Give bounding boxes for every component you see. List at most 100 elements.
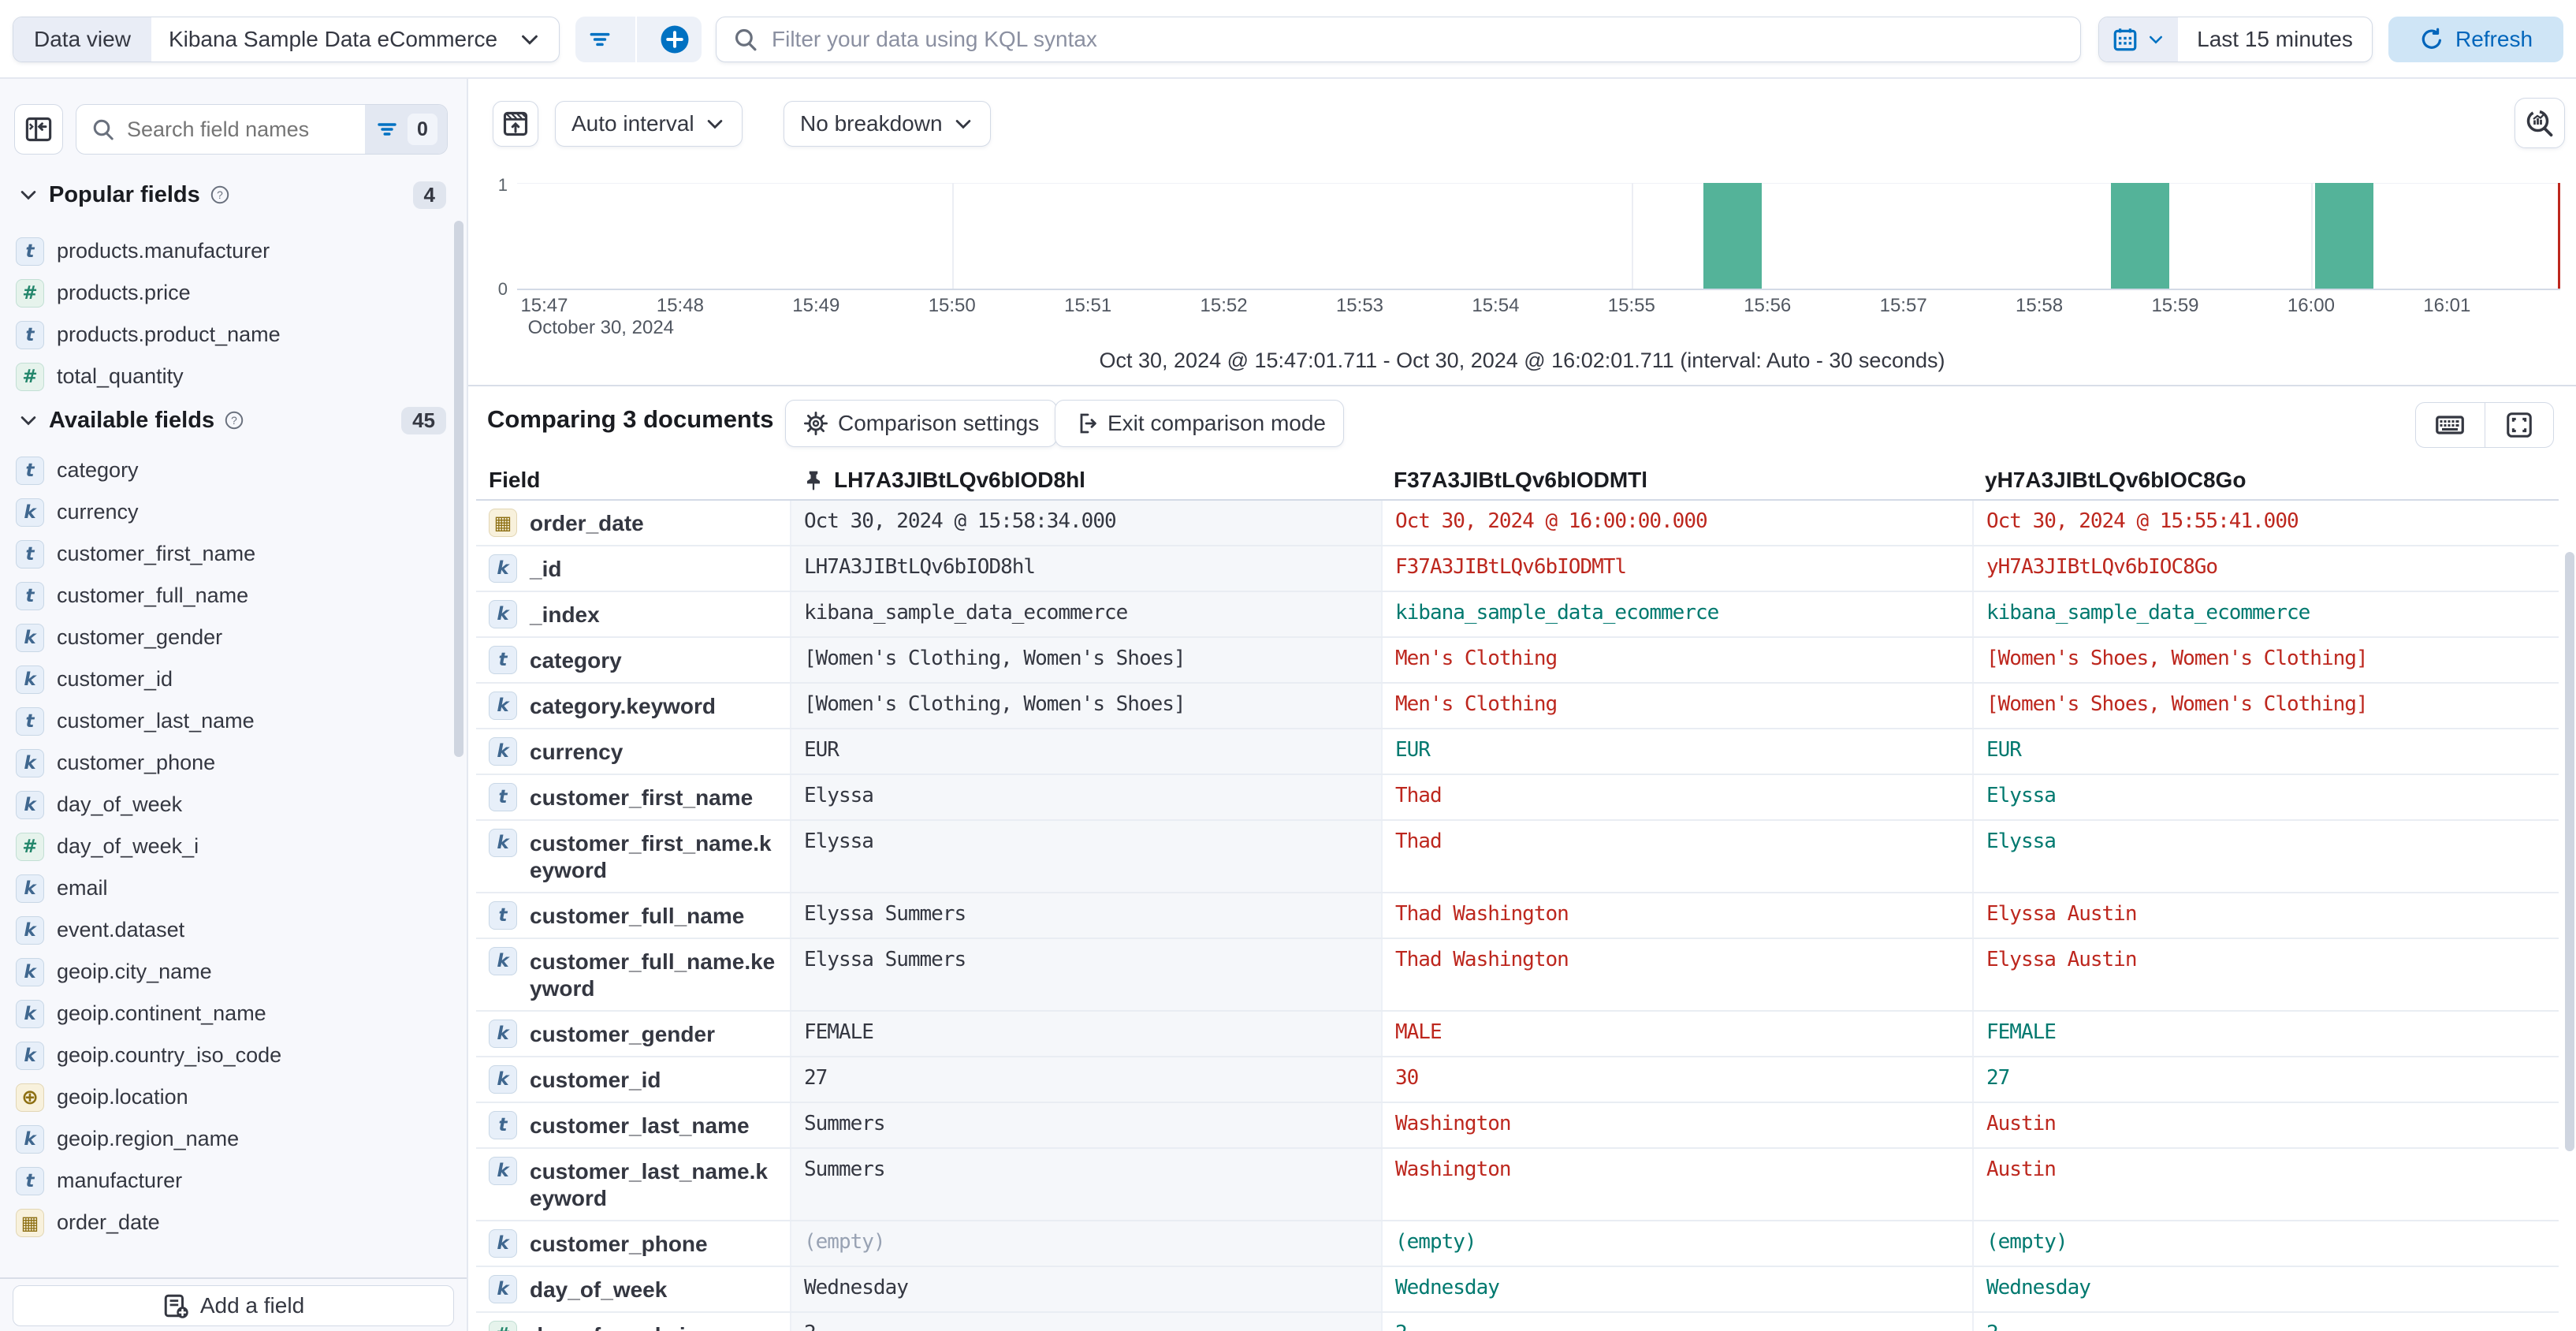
gear-icon xyxy=(804,412,828,436)
chevron-down-icon xyxy=(522,35,538,45)
chevron-down-icon xyxy=(20,416,36,426)
field-list-item[interactable]: currency xyxy=(0,491,451,533)
field-list-item[interactable]: category xyxy=(0,449,451,491)
field-type-icon xyxy=(16,1041,44,1070)
doc2-value-cell: F37A3JIBtLQv6bIODMTl xyxy=(1381,546,1972,591)
filter-controls xyxy=(575,17,702,62)
doc2-value-cell: Washington xyxy=(1381,1149,1972,1220)
pinned-doc-header[interactable]: LH7A3JIBtLQv6bIOD8hl xyxy=(790,461,1381,499)
popular-fields-header[interactable]: Popular fields ? 4 xyxy=(17,178,446,211)
pinned-value-cell: Wednesday xyxy=(790,1267,1381,1311)
doc2-value-cell: Men's Clothing xyxy=(1381,638,1972,682)
field-type-icon xyxy=(16,237,44,266)
kql-search-bar[interactable] xyxy=(716,17,2081,62)
field-type-icon xyxy=(489,737,517,766)
histogram-plot[interactable] xyxy=(517,183,2560,290)
fullscreen-button[interactable] xyxy=(2484,403,2554,447)
interval-dropdown[interactable]: Auto interval xyxy=(555,101,743,147)
table-row: _index kibana_sample_data_ecommerce kiba… xyxy=(476,592,2559,638)
field-type-icon xyxy=(489,1275,517,1303)
chevron-down-icon xyxy=(707,120,722,129)
pin-icon[interactable] xyxy=(802,469,825,491)
edit-visualization-button[interactable] xyxy=(2515,98,2565,148)
field-type-icon xyxy=(16,362,44,391)
field-cell: customer_last_name xyxy=(476,1103,790,1147)
collapse-sidebar-button[interactable] xyxy=(14,104,63,155)
field-filter-button[interactable]: 0 xyxy=(365,105,447,154)
time-picker-calendar[interactable] xyxy=(2099,17,2178,62)
x-axis-tick-label: 16:01 xyxy=(2423,295,2471,316)
field-list-item[interactable]: order_date xyxy=(0,1202,451,1243)
data-view-value[interactable]: Kibana Sample Data eCommerce xyxy=(151,27,559,52)
comparison-table-header: Field LH7A3JIBtLQv6bIOD8hl F37A3JIBtLQv6… xyxy=(476,461,2559,501)
field-list-item[interactable]: event.dataset xyxy=(0,909,451,951)
pinned-value-cell: EUR xyxy=(790,729,1381,774)
field-list-item[interactable]: customer_phone xyxy=(0,742,451,784)
field-cell: _id xyxy=(476,546,790,591)
histogram-bar[interactable] xyxy=(1703,183,1762,289)
comparison-settings-button[interactable]: Comparison settings xyxy=(785,400,1058,447)
filter-icon[interactable] xyxy=(586,26,613,53)
keyboard-shortcuts-button[interactable] xyxy=(2416,403,2485,447)
field-list-item[interactable]: customer_first_name xyxy=(0,533,451,575)
field-list-item[interactable]: products.product_name xyxy=(0,314,451,356)
kql-search-input[interactable] xyxy=(772,27,2064,52)
field-type-icon xyxy=(16,278,44,308)
available-fields-header[interactable]: Available fields ? 45 xyxy=(17,404,446,437)
collapse-panel-icon xyxy=(25,117,52,142)
fullscreen-icon xyxy=(2506,412,2532,438)
time-range-value[interactable]: Last 15 minutes xyxy=(2197,27,2353,51)
field-list-item[interactable]: customer_gender xyxy=(0,617,451,658)
x-axis-tick-label: 15:54 xyxy=(1472,295,1520,316)
field-search[interactable]: 0 xyxy=(76,104,448,155)
doc3-value-cell: Oct 30, 2024 @ 15:55:41.000 xyxy=(1972,501,2559,545)
breakdown-dropdown[interactable]: No breakdown xyxy=(784,101,991,147)
x-axis-tick-label: 15:57 xyxy=(1879,295,1927,316)
field-list-item[interactable]: manufacturer xyxy=(0,1160,451,1202)
doc3-value-cell: Wednesday xyxy=(1972,1267,2559,1311)
doc-header[interactable]: F37A3JIBtLQv6bIODMTl xyxy=(1394,468,1648,492)
field-cell: day_of_week_i xyxy=(476,1313,790,1331)
histogram-bar[interactable] xyxy=(2314,183,2373,289)
refresh-icon xyxy=(2422,28,2441,49)
chart-options-button[interactable] xyxy=(493,101,538,147)
field-search-input[interactable] xyxy=(127,117,365,142)
field-list-item[interactable]: total_quantity xyxy=(0,356,451,397)
popular-fields-count: 4 xyxy=(412,181,446,209)
field-type-icon xyxy=(16,1166,44,1195)
fields-sidebar: 0 Popular fields ? 4 products.manufactur… xyxy=(0,79,468,1331)
field-list-item[interactable]: email xyxy=(0,867,451,909)
y-axis-tick-0: 0 xyxy=(497,279,508,299)
doc3-value-cell: (empty) xyxy=(1972,1221,2559,1266)
field-type-icon xyxy=(489,1229,517,1258)
search-icon xyxy=(93,119,114,140)
field-list-item[interactable]: geoip.continent_name xyxy=(0,993,451,1035)
field-type-icon xyxy=(16,320,44,349)
field-list-item[interactable]: products.price xyxy=(0,272,451,314)
add-field-button[interactable]: Add a field xyxy=(13,1285,454,1326)
field-list-item[interactable]: customer_full_name xyxy=(0,575,451,617)
add-filter-icon[interactable] xyxy=(659,24,691,55)
sidebar-scrollbar[interactable] xyxy=(454,221,463,757)
data-view-switcher[interactable]: Data view Kibana Sample Data eCommerce xyxy=(13,17,560,62)
field-list-item[interactable]: customer_last_name xyxy=(0,700,451,742)
table-scrollbar[interactable] xyxy=(2565,552,2574,1151)
field-type-icon xyxy=(16,1124,44,1154)
field-list-item[interactable]: products.manufacturer xyxy=(0,230,451,272)
histogram-bar[interactable] xyxy=(2110,183,2170,289)
field-list-item[interactable]: day_of_week_i xyxy=(0,826,451,867)
table-row: customer_first_name Elyssa Thad Elyssa xyxy=(476,775,2559,821)
doc-header[interactable]: yH7A3JIBtLQv6bIOC8Go xyxy=(1985,468,2247,492)
field-cell: order_date xyxy=(476,501,790,545)
field-type-icon xyxy=(16,1083,44,1112)
field-list-item[interactable]: geoip.region_name xyxy=(0,1118,451,1160)
field-type-icon xyxy=(489,1321,517,1331)
field-list-item[interactable]: geoip.country_iso_code xyxy=(0,1035,451,1076)
field-list-item[interactable]: day_of_week xyxy=(0,784,451,826)
field-list-item[interactable]: geoip.location xyxy=(0,1076,451,1118)
field-list-item[interactable]: customer_id xyxy=(0,658,451,700)
field-list-item[interactable]: geoip.city_name xyxy=(0,951,451,993)
field-type-icon xyxy=(16,915,44,945)
exit-comparison-button[interactable]: Exit comparison mode xyxy=(1055,400,1345,447)
refresh-button[interactable]: Refresh xyxy=(2388,17,2563,62)
